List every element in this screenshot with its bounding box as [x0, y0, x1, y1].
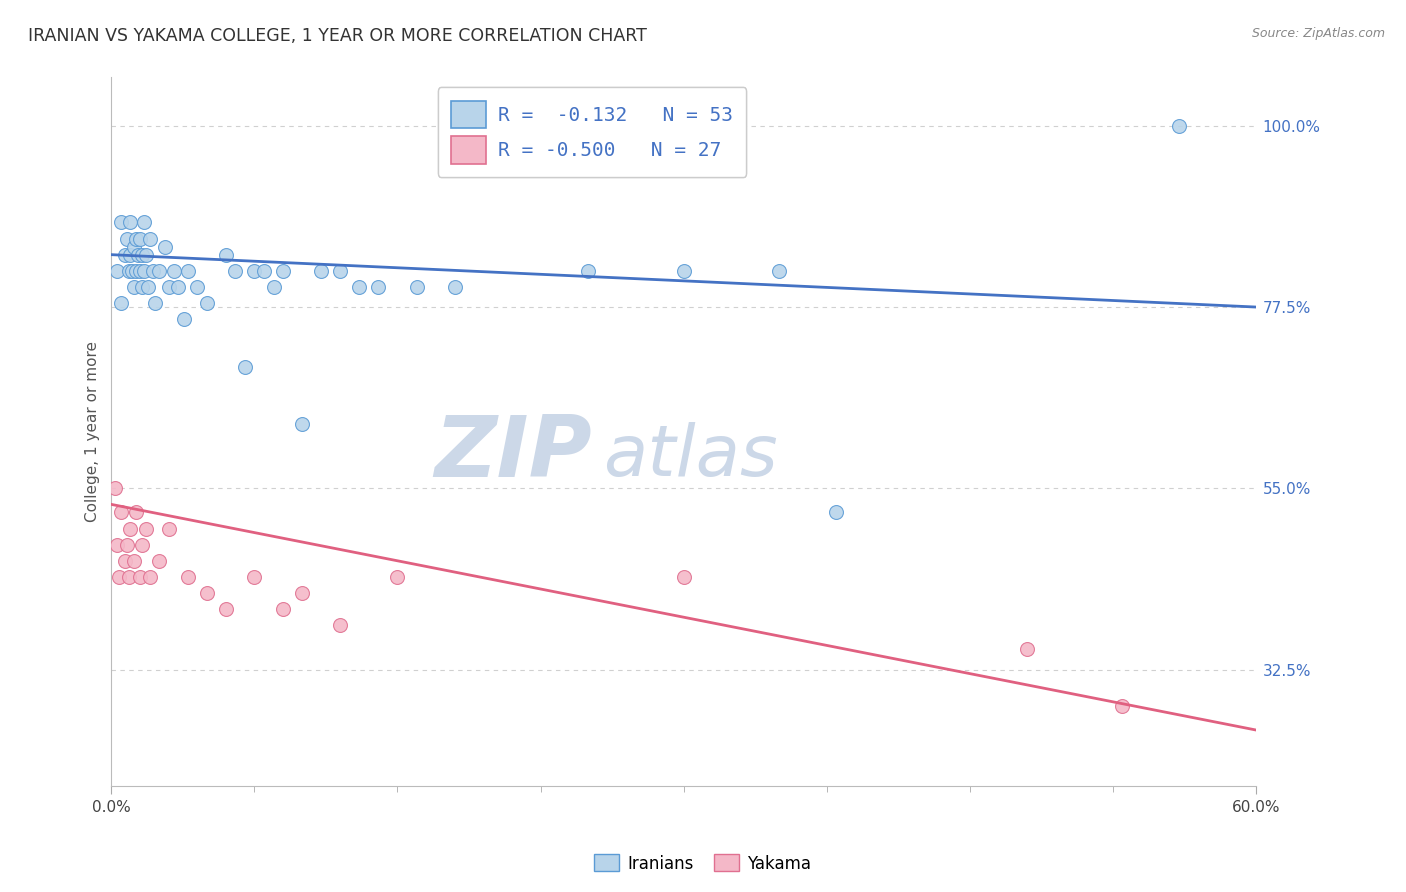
Point — [110, 296, 132, 310]
Point — [253, 264, 276, 278]
Point — [195, 296, 218, 310]
Point — [148, 554, 170, 568]
Point — [176, 570, 198, 584]
Point — [263, 280, 285, 294]
Point — [135, 522, 157, 536]
Point — [125, 264, 148, 278]
Point — [115, 538, 138, 552]
Point — [157, 522, 180, 536]
Point — [167, 280, 190, 294]
Point — [136, 280, 159, 294]
Point — [215, 248, 238, 262]
Text: IRANIAN VS YAKAMA COLLEGE, 1 YEAR OR MORE CORRELATION CHART: IRANIAN VS YAKAMA COLLEGE, 1 YEAR OR MOR… — [28, 27, 647, 45]
Point — [576, 264, 599, 278]
Point — [1015, 642, 1038, 657]
Point — [129, 231, 152, 245]
Point — [329, 618, 352, 632]
Legend: Iranians, Yakama: Iranians, Yakama — [588, 847, 818, 880]
Point — [173, 312, 195, 326]
Point — [114, 248, 136, 262]
Point — [195, 586, 218, 600]
Point — [157, 280, 180, 294]
Y-axis label: College, 1 year or more: College, 1 year or more — [86, 342, 100, 523]
Point — [131, 248, 153, 262]
Point — [105, 538, 128, 552]
Point — [233, 360, 256, 375]
Point — [309, 264, 332, 278]
Point — [405, 280, 427, 294]
Point — [125, 506, 148, 520]
Point — [105, 264, 128, 278]
Point — [271, 602, 294, 616]
Point — [114, 554, 136, 568]
Point — [153, 239, 176, 253]
Point — [125, 231, 148, 245]
Point — [110, 215, 132, 229]
Point — [108, 570, 131, 584]
Point — [291, 586, 314, 600]
Text: ZIP: ZIP — [434, 412, 592, 495]
Text: Source: ZipAtlas.com: Source: ZipAtlas.com — [1251, 27, 1385, 40]
Point — [132, 215, 155, 229]
Point — [124, 554, 146, 568]
Point — [138, 231, 160, 245]
Point — [825, 506, 848, 520]
Point — [117, 264, 139, 278]
Text: atlas: atlas — [603, 422, 778, 491]
Point — [131, 538, 153, 552]
Point — [672, 570, 695, 584]
Point — [124, 239, 146, 253]
Point — [110, 506, 132, 520]
Point — [224, 264, 246, 278]
Point — [271, 264, 294, 278]
Point — [148, 264, 170, 278]
Point — [138, 570, 160, 584]
Point — [135, 248, 157, 262]
Point — [142, 264, 165, 278]
Point — [243, 264, 266, 278]
Point — [215, 602, 238, 616]
Point — [163, 264, 186, 278]
Point — [1111, 698, 1133, 713]
Point — [291, 417, 314, 431]
Point — [672, 264, 695, 278]
Point — [124, 280, 146, 294]
Point — [768, 264, 790, 278]
Point — [243, 570, 266, 584]
Point — [329, 264, 352, 278]
Point — [129, 570, 152, 584]
Point — [127, 248, 149, 262]
Point — [1168, 119, 1191, 133]
Point — [186, 280, 208, 294]
Point — [129, 264, 152, 278]
Point — [131, 280, 153, 294]
Point — [120, 522, 142, 536]
Point — [117, 570, 139, 584]
Point — [367, 280, 389, 294]
Point — [121, 264, 143, 278]
Legend: R =  -0.132   N = 53, R = -0.500   N = 27: R = -0.132 N = 53, R = -0.500 N = 27 — [437, 87, 747, 178]
Point — [349, 280, 371, 294]
Point — [132, 264, 155, 278]
Point — [143, 296, 166, 310]
Point — [176, 264, 198, 278]
Point — [120, 248, 142, 262]
Point — [443, 280, 465, 294]
Point — [387, 570, 409, 584]
Point — [120, 215, 142, 229]
Point — [104, 481, 127, 495]
Point — [115, 231, 138, 245]
